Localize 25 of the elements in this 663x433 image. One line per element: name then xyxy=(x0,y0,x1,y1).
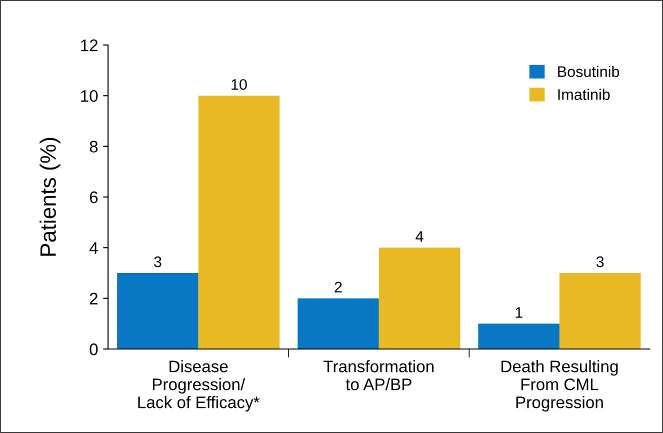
data-label: 3 xyxy=(596,256,604,268)
bar xyxy=(298,298,379,349)
bar xyxy=(378,248,460,349)
x-tick-label: Death Resulting From CML Progression xyxy=(502,360,618,412)
y-tick-label: 4 xyxy=(89,242,98,254)
bar xyxy=(559,273,641,349)
y-tick-label: 0 xyxy=(90,343,98,356)
y-tick-label: 6 xyxy=(90,191,98,204)
data-label: 3 xyxy=(154,256,162,268)
y-tick-label: 2 xyxy=(90,292,98,304)
y-tick-label: 10 xyxy=(81,90,98,102)
y-tick-label: 8 xyxy=(90,140,98,153)
bar xyxy=(478,324,560,349)
x-tick-label: Disease Progression/ Lack of Efficacy* xyxy=(138,360,260,412)
bar xyxy=(117,273,198,349)
y-axis-title: Patients (%) xyxy=(40,138,60,256)
data-label: 1 xyxy=(516,307,522,318)
data-label: 2 xyxy=(334,282,342,292)
legend-label: Imatinib xyxy=(558,88,610,100)
data-label: 4 xyxy=(416,231,424,242)
x-tick-label: Transformation to AP/BP xyxy=(324,360,434,390)
y-tick-label: 12 xyxy=(81,39,98,52)
data-label: 10 xyxy=(232,79,247,90)
legend-label: Bosutinib xyxy=(558,66,620,78)
bar xyxy=(198,96,280,349)
